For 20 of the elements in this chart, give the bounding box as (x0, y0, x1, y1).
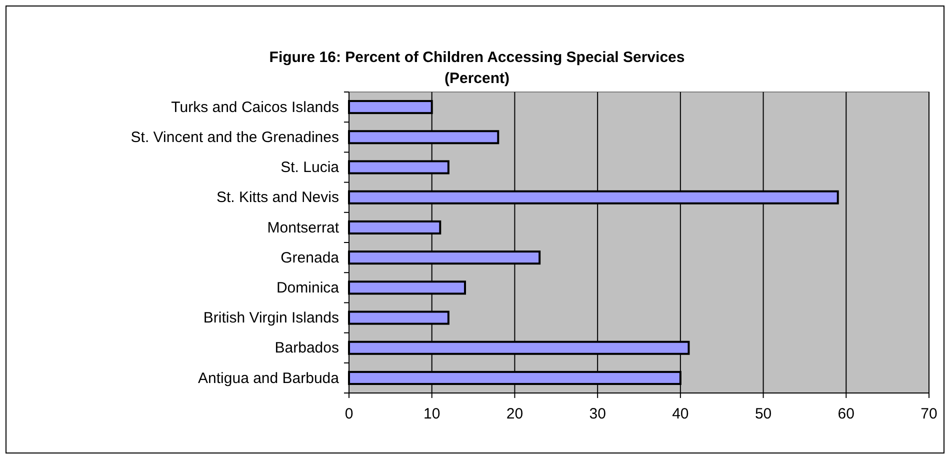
y-tick-label: Dominica (276, 279, 340, 296)
y-tick-label: Barbados (274, 340, 339, 357)
y-tick-label: British Virgin Islands (203, 310, 339, 327)
y-tick-label: St. Vincent and the Grenadines (130, 128, 339, 146)
x-tick-label: 70 (920, 406, 938, 423)
x-tick-label: 10 (424, 406, 440, 423)
x-tick-label: 50 (754, 406, 772, 423)
y-tick-label: Grenada (280, 249, 340, 266)
y-tick-label: Antigua and Barbuda (198, 370, 340, 387)
x-tick-label: 40 (672, 406, 689, 423)
chart-title: Figure 16: Percent of Children Accessing Special Services (269, 49, 685, 66)
x-tick-label: 20 (506, 406, 524, 423)
x-tick-label: 60 (838, 406, 854, 423)
chart-subtitle: (Percent) (444, 70, 510, 87)
y-tick-label: St. Kitts and Nevis (216, 189, 339, 206)
y-tick-label: Montserrat (267, 219, 340, 236)
x-tick-label: 0 (344, 406, 354, 423)
x-tick-label: 30 (589, 406, 606, 423)
y-tick-label: St. Lucia (280, 159, 340, 176)
y-tick-label: Turks and Caicos Islands (171, 98, 339, 116)
